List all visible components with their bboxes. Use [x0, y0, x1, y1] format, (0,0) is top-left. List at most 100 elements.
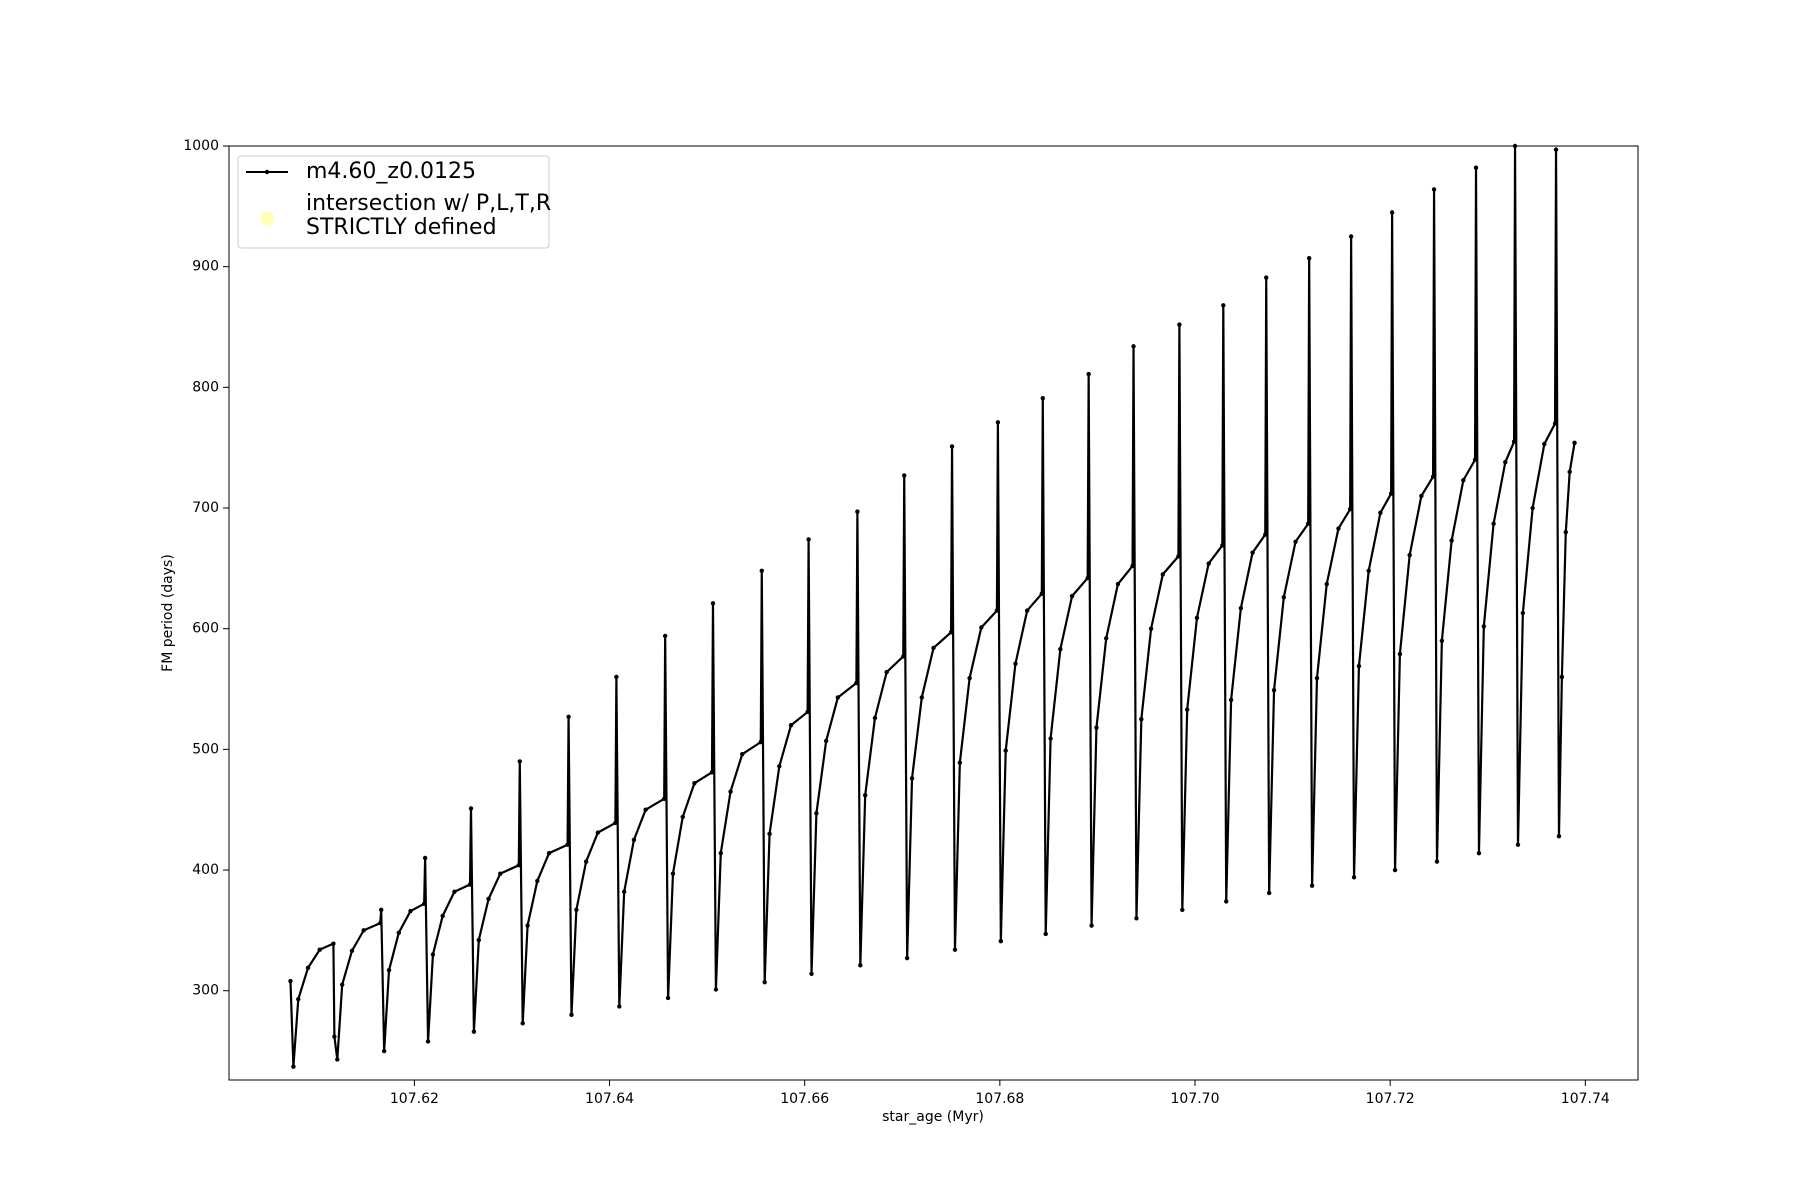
data-point — [566, 714, 571, 719]
data-point — [901, 654, 906, 659]
data-point — [762, 980, 767, 985]
data-point — [1043, 931, 1048, 937]
data-point — [1439, 638, 1445, 643]
data-point — [1563, 529, 1568, 535]
data-point — [884, 669, 889, 675]
data-point — [1184, 707, 1190, 712]
data-point — [872, 715, 878, 721]
data-point — [452, 889, 457, 894]
data-point — [1013, 661, 1018, 666]
data-point — [1430, 474, 1436, 479]
data-point — [1058, 647, 1063, 652]
data-point — [767, 831, 772, 837]
data-point — [662, 633, 668, 639]
data-point — [1228, 697, 1234, 703]
data-point — [709, 770, 715, 775]
data-point — [1392, 867, 1398, 873]
data-point — [1556, 834, 1562, 839]
data-point — [1206, 561, 1211, 566]
data-point — [520, 1021, 525, 1026]
data-point — [296, 996, 301, 1002]
data-point — [1491, 521, 1496, 526]
data-point — [468, 806, 474, 811]
data-point — [378, 920, 383, 926]
data-point — [1148, 626, 1154, 631]
legend-box — [237, 155, 550, 249]
data-point — [1263, 532, 1268, 537]
y-tick-label: 900 — [192, 259, 219, 275]
data-point — [614, 674, 619, 680]
data-point — [386, 967, 392, 973]
data-point — [806, 537, 811, 542]
data-point — [758, 739, 763, 745]
data-point — [1281, 595, 1286, 600]
data-point — [349, 948, 355, 954]
data-point — [498, 871, 503, 876]
data-point — [565, 842, 570, 847]
data-point — [291, 1064, 296, 1069]
data-point — [979, 625, 984, 630]
data-point — [1305, 521, 1311, 526]
data-point — [1434, 859, 1440, 864]
data-point — [1366, 568, 1371, 573]
data-point — [957, 760, 963, 765]
data-point — [1461, 478, 1466, 483]
data-point — [425, 1039, 431, 1044]
data-point — [1104, 636, 1109, 641]
data-point — [440, 913, 445, 919]
data-point — [1115, 581, 1121, 587]
data-point — [1130, 563, 1135, 569]
data-point — [613, 820, 618, 826]
x-tick-label: 107.64 — [585, 1091, 634, 1107]
data-point — [931, 645, 936, 651]
legend-label: intersection w/ P,L,T,R STRICTLY defined — [306, 191, 551, 240]
data-point — [569, 1012, 574, 1018]
data-point — [1039, 591, 1045, 596]
x-tick-label: 107.72 — [1366, 1091, 1415, 1107]
data-point — [904, 955, 910, 961]
data-point — [1238, 605, 1244, 611]
x-tick-label: 107.70 — [1171, 1091, 1220, 1107]
data-point — [1160, 572, 1166, 577]
data-point — [1040, 396, 1045, 401]
data-point — [396, 930, 401, 935]
data-point — [814, 811, 819, 816]
data-point — [317, 947, 322, 952]
y-tick-label: 600 — [192, 621, 219, 637]
data-point — [1089, 923, 1094, 928]
data-point — [967, 675, 972, 681]
legend-marker — [264, 169, 270, 175]
data-point — [643, 807, 648, 812]
data-point — [835, 695, 841, 700]
data-point — [854, 680, 859, 686]
data-point — [670, 871, 676, 876]
data-point — [1177, 322, 1182, 327]
data-point — [288, 978, 293, 984]
data-point — [379, 907, 384, 913]
data-point — [1180, 907, 1185, 913]
data-point — [1221, 303, 1226, 308]
data-point — [1086, 371, 1091, 377]
data-point — [1397, 651, 1403, 657]
data-point — [1407, 552, 1412, 558]
data-point — [1511, 439, 1517, 444]
data-point — [1472, 457, 1478, 462]
data-point — [525, 923, 530, 928]
data-point — [1314, 675, 1320, 681]
data-point — [1356, 663, 1362, 669]
data-point — [680, 814, 685, 820]
data-point — [1176, 554, 1181, 559]
data-point — [1134, 916, 1139, 921]
data-point — [339, 982, 345, 987]
data-point — [1389, 210, 1395, 215]
data-point — [617, 1004, 622, 1009]
data-point — [858, 963, 863, 968]
y-tick-label: 500 — [192, 741, 219, 757]
data-point — [952, 947, 958, 952]
data-point — [1266, 890, 1272, 896]
data-point — [994, 608, 1000, 613]
data-point — [361, 928, 366, 933]
data-point — [728, 789, 733, 794]
data-point — [777, 764, 782, 769]
x-tick-label: 107.68 — [975, 1091, 1024, 1107]
